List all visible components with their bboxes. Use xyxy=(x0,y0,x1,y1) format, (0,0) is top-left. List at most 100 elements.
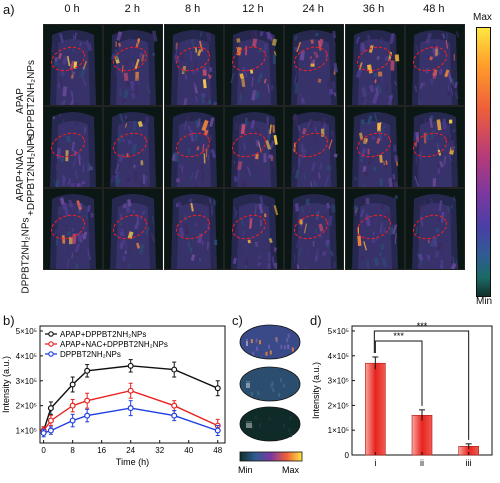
texture-streak xyxy=(61,119,64,123)
texture-streak xyxy=(332,252,336,257)
texture-streak xyxy=(244,265,248,269)
oval-texture xyxy=(289,416,292,420)
oval-texture xyxy=(278,392,281,397)
texture-streak xyxy=(119,112,125,123)
texture-streak xyxy=(147,84,151,94)
texture-streak xyxy=(445,32,448,44)
texture-streak xyxy=(62,56,68,65)
data-point xyxy=(171,366,178,373)
texture-streak xyxy=(365,138,368,143)
texture-streak xyxy=(332,30,337,39)
texture-streak xyxy=(310,83,313,88)
texture-streak xyxy=(322,212,326,217)
texture-streak xyxy=(57,83,61,89)
texture-streak xyxy=(439,265,442,269)
texture-streak xyxy=(178,227,184,237)
texture-streak xyxy=(191,161,196,169)
texture-streak xyxy=(267,251,272,262)
texture-streak xyxy=(269,124,272,135)
texture-streak xyxy=(62,235,66,244)
y-tick-label: 2×10⁵ xyxy=(328,401,349,410)
texture-streak xyxy=(296,264,300,269)
texture-streak xyxy=(125,115,128,120)
texture-streak xyxy=(184,75,187,79)
roi-ellipse xyxy=(231,46,266,72)
texture-streak xyxy=(136,214,140,223)
texture-streak xyxy=(304,223,308,234)
texture-streak xyxy=(414,44,419,53)
texture-streak xyxy=(191,143,195,152)
texture-streak xyxy=(253,30,259,41)
tissue-image-svg xyxy=(291,194,338,269)
roi-ellipse xyxy=(50,46,86,72)
texture-streak xyxy=(318,223,324,232)
texture-streak xyxy=(137,41,139,47)
x-tick-label: 40 xyxy=(184,446,193,455)
texture-streak xyxy=(359,158,363,163)
texture-streak xyxy=(189,172,194,180)
texture-streak xyxy=(55,179,60,187)
texture-streak xyxy=(373,113,377,122)
texture-streak xyxy=(259,196,264,205)
tissue-image xyxy=(163,24,224,106)
texture-streak xyxy=(377,122,382,132)
texture-streak xyxy=(393,195,398,200)
texture-streak xyxy=(180,174,185,181)
texture-streak xyxy=(325,202,331,209)
tissue-image xyxy=(284,24,345,106)
texture-streak xyxy=(115,175,119,186)
texture-streak xyxy=(255,153,259,160)
texture-streak xyxy=(209,135,212,141)
texture-streak xyxy=(244,117,248,126)
texture-streak xyxy=(133,164,137,169)
texture-streak xyxy=(71,252,73,259)
oval-texture xyxy=(268,344,270,349)
texture-streak xyxy=(176,200,183,209)
texture-streak xyxy=(205,203,210,210)
oval-texture xyxy=(282,383,285,388)
roi-ellipse xyxy=(175,46,210,72)
time-label: 24 h xyxy=(302,3,324,15)
texture-streak xyxy=(233,175,238,183)
texture-streak xyxy=(423,117,427,125)
tissue-image-svg xyxy=(110,30,158,105)
tissue-image-svg xyxy=(351,194,398,269)
texture-streak xyxy=(392,181,399,187)
texture-streak xyxy=(444,209,448,217)
oval-texture xyxy=(280,378,283,383)
texture-streak xyxy=(447,256,452,262)
texture-streak xyxy=(298,247,303,258)
data-point xyxy=(69,381,76,388)
texture-streak xyxy=(314,50,317,61)
oval-texture xyxy=(255,338,258,343)
texture-streak xyxy=(196,49,202,57)
tissue-image-svg xyxy=(50,194,96,269)
texture-streak xyxy=(71,49,75,53)
y-tick-label: 4×10⁵ xyxy=(328,352,349,361)
texture-streak xyxy=(429,129,436,140)
oval-texture xyxy=(287,333,290,338)
texture-streak xyxy=(442,155,447,166)
texture-streak xyxy=(453,196,455,201)
texture-streak xyxy=(383,159,387,170)
texture-streak xyxy=(194,46,197,53)
y-tick-label: 3×10⁵ xyxy=(328,377,349,386)
body-core xyxy=(56,121,90,187)
y-tick-label: 3×10⁵ xyxy=(16,377,37,386)
texture-streak xyxy=(191,78,196,89)
texture-streak xyxy=(242,231,245,237)
texture-streak xyxy=(274,262,278,269)
texture-streak xyxy=(115,171,120,180)
texture-streak xyxy=(306,249,311,261)
texture-streak xyxy=(135,253,138,265)
tissue-image xyxy=(284,106,345,188)
texture-streak xyxy=(204,143,209,150)
texture-streak xyxy=(292,113,298,120)
texture-streak xyxy=(238,92,243,104)
texture-streak xyxy=(358,62,363,71)
texture-streak xyxy=(72,34,75,41)
texture-streak xyxy=(309,119,315,129)
texture-streak xyxy=(267,154,273,159)
texture-streak xyxy=(366,35,371,47)
x-tick-label: 0 xyxy=(41,446,46,455)
